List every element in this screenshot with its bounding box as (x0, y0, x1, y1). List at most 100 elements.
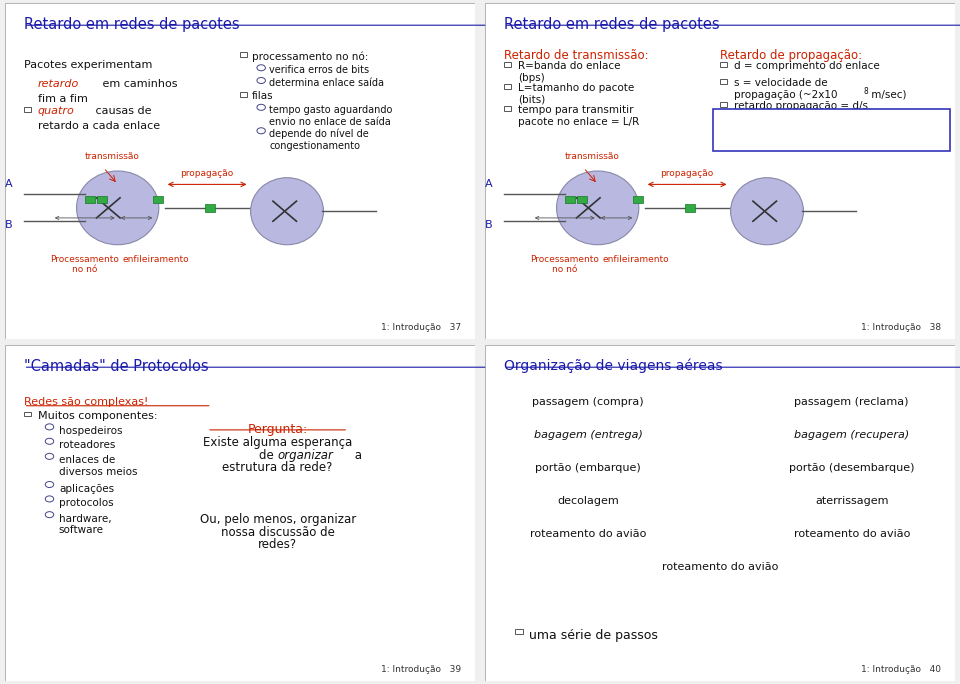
Bar (504, 62, 511, 67)
Text: Retardo de propagação:: Retardo de propagação: (720, 49, 862, 62)
Text: quatro: quatro (37, 106, 75, 116)
Circle shape (257, 65, 265, 70)
Circle shape (257, 128, 265, 134)
Text: aplicações: aplicações (59, 484, 114, 493)
Text: R=banda do enlace: R=banda do enlace (517, 61, 620, 71)
Text: Retardo em redes de pacotes: Retardo em redes de pacotes (24, 17, 239, 32)
Text: (bits): (bits) (517, 94, 545, 105)
Text: congestionamento: congestionamento (269, 141, 360, 151)
FancyBboxPatch shape (713, 109, 950, 151)
Circle shape (257, 77, 265, 83)
Text: passagem (compra): passagem (compra) (533, 397, 644, 408)
Text: Muitos componentes:: Muitos componentes: (37, 411, 157, 421)
Text: enfileiramento: enfileiramento (602, 254, 669, 264)
Bar (564, 196, 575, 203)
Circle shape (45, 512, 54, 518)
Circle shape (45, 438, 54, 445)
Text: 1: Introdução   37: 1: Introdução 37 (381, 323, 461, 332)
Text: determina enlace saída: determina enlace saída (269, 78, 384, 88)
Text: hospedeiros: hospedeiros (59, 426, 122, 436)
Text: processamento no nó:: processamento no nó: (252, 51, 368, 62)
Text: estrutura da rede?: estrutura da rede? (223, 462, 333, 475)
Text: filas: filas (252, 91, 274, 101)
Text: organizar: organizar (277, 449, 333, 462)
Text: a: a (350, 449, 362, 462)
Text: protocolos: protocolos (59, 498, 113, 508)
Text: enfileiramento: enfileiramento (122, 254, 189, 264)
Text: diversos meios: diversos meios (59, 467, 137, 477)
Bar (720, 79, 727, 83)
Text: retardo a cada enlace: retardo a cada enlace (37, 120, 160, 131)
Text: bagagem (recupera): bagagem (recupera) (794, 430, 909, 440)
Text: Ou, pelo menos, organizar: Ou, pelo menos, organizar (200, 513, 356, 526)
Bar (684, 205, 695, 211)
Text: aterrissagem: aterrissagem (815, 496, 888, 506)
Bar (84, 196, 95, 203)
Text: enlaces de: enlaces de (59, 456, 115, 465)
Text: A: A (485, 179, 492, 189)
Text: redes?: redes? (258, 538, 298, 551)
Circle shape (45, 496, 54, 502)
Text: envio no enlace de saída: envio no enlace de saída (269, 118, 391, 127)
Text: B: B (5, 220, 12, 230)
Bar (633, 196, 643, 203)
Text: nossa discussão de: nossa discussão de (221, 526, 335, 539)
Text: verifica erros de bits: verifica erros de bits (269, 66, 370, 75)
Text: Retardo de transmissão:: Retardo de transmissão: (504, 49, 648, 62)
Text: software: software (59, 525, 104, 536)
Text: Organização de viagens aéreas: Organização de viagens aéreas (504, 359, 722, 373)
Text: Note:: Note: (722, 115, 755, 124)
Text: portão (desembarque): portão (desembarque) (789, 463, 915, 473)
Bar (504, 107, 511, 111)
Text: hardware,: hardware, (59, 514, 111, 524)
Text: 1: Introdução   38: 1: Introdução 38 (861, 323, 941, 332)
Text: Retardo em redes de pacotes: Retardo em redes de pacotes (504, 17, 719, 32)
Bar (153, 196, 163, 203)
Text: em caminhos: em caminhos (99, 79, 178, 89)
Bar (516, 629, 522, 634)
Bar (240, 52, 247, 57)
Text: retardo propagação = d/s: retardo propagação = d/s (734, 101, 868, 111)
Text: decolagem: decolagem (558, 496, 619, 506)
Circle shape (45, 482, 54, 488)
Text: roteadores: roteadores (59, 440, 115, 450)
Text: transmissão: transmissão (84, 152, 139, 161)
Text: propagação: propagação (180, 169, 233, 178)
Circle shape (257, 104, 265, 110)
Text: depende do nível de: depende do nível de (269, 129, 369, 139)
Bar (97, 196, 107, 203)
Text: de: de (259, 449, 277, 462)
Text: Processamento
no nó: Processamento no nó (530, 254, 599, 274)
Text: A: A (5, 179, 12, 189)
Text: d = comprimento do enlace: d = comprimento do enlace (734, 61, 880, 71)
Text: muito: muito (722, 127, 753, 136)
Text: roteamento do avião: roteamento do avião (794, 529, 910, 539)
Bar (240, 92, 247, 97)
Text: uma série de passos: uma série de passos (530, 629, 659, 642)
Text: Pergunta:: Pergunta: (248, 423, 308, 436)
Text: B: B (485, 220, 492, 230)
Text: s = velocidade de: s = velocidade de (734, 78, 828, 88)
Text: s e R são quantidades: s e R são quantidades (751, 115, 869, 124)
Ellipse shape (557, 171, 638, 245)
Text: fim a fim: fim a fim (37, 94, 87, 104)
Text: 1: Introdução   40: 1: Introdução 40 (861, 665, 941, 674)
Text: (bps): (bps) (517, 73, 544, 83)
Ellipse shape (251, 178, 324, 245)
Text: causas de: causas de (92, 106, 152, 116)
Text: Pacotes experimentam: Pacotes experimentam (24, 60, 152, 70)
Circle shape (45, 453, 54, 460)
Text: Processamento
no nó: Processamento no nó (50, 254, 119, 274)
Text: m/sec): m/sec) (868, 90, 906, 100)
Ellipse shape (77, 171, 158, 245)
Bar (720, 103, 727, 107)
Text: roteamento do avião: roteamento do avião (661, 562, 779, 572)
Text: retardo: retardo (37, 79, 79, 89)
Text: L=tamanho do pacote: L=tamanho do pacote (517, 83, 634, 93)
Text: 1: Introdução   39: 1: Introdução 39 (381, 665, 461, 674)
Text: pacote no enlace = L/R: pacote no enlace = L/R (517, 117, 639, 127)
Text: diferentes!: diferentes! (750, 127, 810, 136)
Bar (577, 196, 587, 203)
Text: passagem (reclama): passagem (reclama) (795, 397, 909, 408)
Text: propagação: propagação (660, 169, 713, 178)
